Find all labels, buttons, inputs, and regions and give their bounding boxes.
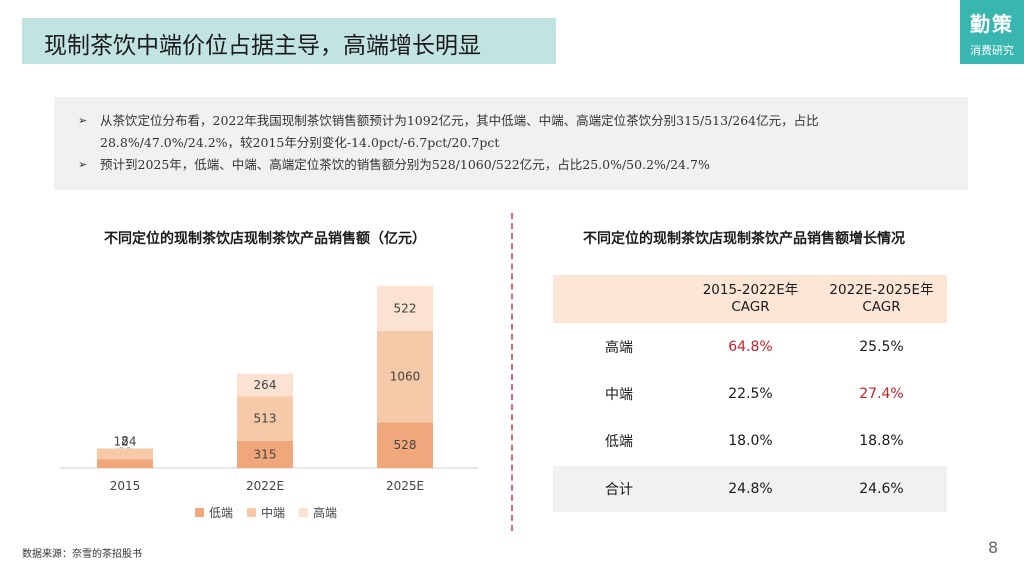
cell-value: 64.8% [728, 338, 773, 355]
data-label: 124 [114, 435, 137, 449]
bullet-text: 预计到2025年，低端、中端、高端定位茶饮的销售额分别为528/1060/522… [100, 157, 710, 172]
cagr-table: 2015-2022E年 CAGR 2022E-2025E年 CAGR 高端 64… [553, 275, 947, 512]
cell-value: 22.5% [728, 385, 773, 402]
logo-main-text: 勤策 [970, 12, 1014, 36]
row-label: 中端 [605, 386, 633, 403]
data-label: 315 [254, 447, 277, 461]
row-label: 合计 [605, 482, 633, 498]
stacked-bar-chart: 99124820153155132642022E52810605222025E [60, 285, 478, 493]
table-row: 中端 22.5% 27.4% [553, 370, 947, 417]
legend-label: 中端 [261, 506, 286, 520]
bar-segment-2022E-2 [237, 373, 293, 397]
legend-label: 低端 [209, 506, 234, 520]
bullet-text: 从茶饮定位分布看，2022年我国现制茶饮销售额预计为1092亿元，其中低端、中端… [100, 113, 819, 150]
data-source-note: 数据来源：奈雪的茶招股书 [22, 549, 142, 560]
legend-label: 高端 [313, 506, 338, 520]
row-label: 低端 [605, 433, 633, 450]
page-title: 现制茶饮中端价位占据主导，高端增长明显 [44, 33, 481, 59]
brand-logo: 勤策 消费研究 [960, 0, 1024, 64]
cell-value: 24.6% [859, 481, 904, 497]
header-cell-cagr-2022-2025: 2022E-2025E年 CAGR [829, 282, 934, 315]
x-tick-label: 2022E [246, 479, 284, 493]
cell-value: 24.8% [728, 481, 773, 497]
cell-value: 27.4% [859, 385, 904, 402]
legend-item-mid: 中端 [247, 504, 285, 521]
arrow-right-icon: ➢ [78, 158, 88, 171]
bar-segment-2022E-0 [237, 440, 293, 468]
bar-segment-2022E-1 [237, 396, 293, 441]
cell-value: 18.8% [859, 432, 904, 449]
summary-bullet: ➢ 预计到2025年，低端、中端、高端定位茶饮的销售额分别为528/1060/5… [78, 154, 968, 176]
title-banner: 现制茶饮中端价位占据主导，高端增长明显 [22, 18, 556, 64]
legend-swatch-high [299, 508, 309, 517]
summary-box: ➢ 从茶饮定位分布看，2022年我国现制茶饮销售额预计为1092亿元，其中低端、… [54, 97, 968, 190]
header-cell-cagr-2015-2022: 2015-2022E年 CAGR [702, 282, 799, 315]
x-tick-label: 2015 [110, 479, 141, 493]
bar-segment-2025E-1 [377, 330, 433, 423]
data-label: 1060 [390, 370, 421, 384]
cell-value: 18.0% [728, 432, 773, 449]
bar-segment-2025E-0 [377, 422, 433, 468]
x-tick-label: 2025E [386, 479, 424, 493]
bar-segment-2015-2 [97, 448, 153, 449]
section-divider [511, 213, 513, 531]
legend-item-low: 低端 [195, 504, 233, 521]
legend-item-high: 高端 [299, 504, 337, 521]
legend-swatch-mid [247, 508, 257, 517]
bar-segment-2015-0 [97, 459, 153, 468]
logo-sub-text: 消费研究 [970, 44, 1014, 57]
data-label: 8 [121, 434, 129, 448]
data-label: 522 [394, 301, 417, 315]
table-row: 高端 64.8% 25.5% [553, 323, 947, 370]
cell-value: 25.5% [859, 338, 904, 355]
table-row-total: 合计 24.8% 24.6% [553, 466, 947, 512]
page-number: 8 [988, 538, 999, 557]
table-row: 低端 18.0% 18.8% [553, 417, 947, 464]
table-title: 不同定位的现制茶饮店现制茶饮产品销售额增长情况 [583, 231, 905, 247]
summary-bullet: ➢ 从茶饮定位分布看，2022年我国现制茶饮销售额预计为1092亿元，其中低端、… [78, 110, 968, 154]
data-label: 513 [254, 412, 277, 426]
bar-segment-2015-1 [97, 448, 153, 460]
data-label: 528 [394, 438, 417, 452]
bar-chart-title: 不同定位的现制茶饮店现制茶饮产品销售额（亿元） [104, 231, 426, 247]
data-label: 264 [254, 378, 277, 392]
arrow-right-icon: ➢ [78, 114, 88, 127]
table-header-row: 2015-2022E年 CAGR 2022E-2025E年 CAGR [553, 275, 947, 323]
bar-segment-2025E-2 [377, 285, 433, 331]
legend-swatch-low [195, 508, 204, 517]
chart-legend: 低端 中端 高端 [195, 504, 337, 521]
row-label: 高端 [605, 339, 633, 356]
